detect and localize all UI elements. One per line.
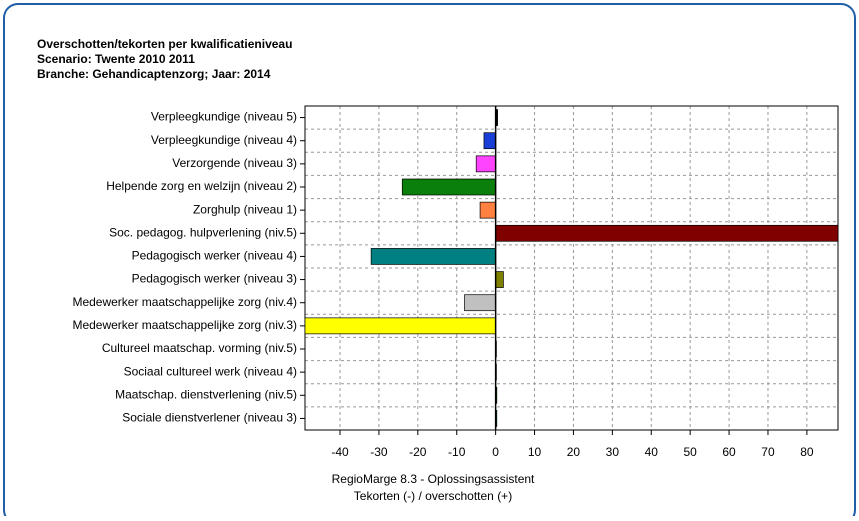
- x-axis-label: RegioMarge 8.3 - Oplossingsassistent: [332, 472, 535, 486]
- title-line: Scenario: Twente 2010 2011: [37, 52, 195, 66]
- bar: [304, 317, 496, 335]
- x-tick-label: 0: [492, 445, 499, 459]
- y-tick-label: Verpleegkundige (niveau 5): [151, 110, 297, 124]
- y-tick-label: Medewerker maatschappelijke zorg (niv.3): [72, 318, 297, 332]
- x-axis-label: Tekorten (-) / overschotten (+): [354, 489, 512, 503]
- x-tick-label: 60: [722, 445, 736, 459]
- y-tick-label: Pedagogisch werker (niveau 4): [132, 249, 297, 263]
- x-tick-label: 50: [683, 445, 697, 459]
- y-tick-label: Verpleegkundige (niveau 4): [151, 133, 297, 147]
- y-tick-label: Helpende zorg en welzijn (niveau 2): [106, 179, 297, 193]
- x-tick-label: -20: [409, 445, 427, 459]
- y-tick-label: Maatschap. dienstverlening (niv.5): [115, 387, 297, 401]
- plot-frame: [304, 105, 839, 431]
- x-tick-label: -30: [370, 445, 388, 459]
- bar: [401, 178, 496, 196]
- bar: [495, 224, 839, 242]
- x-tick-label: 30: [606, 445, 620, 459]
- bar: [479, 201, 496, 219]
- bar: [495, 271, 504, 288]
- x-tick-label: -10: [448, 445, 466, 459]
- x-tick-label: 10: [528, 445, 542, 459]
- bar: [370, 248, 496, 265]
- title-line: Overschotten/tekorten per kwalificatieni…: [37, 37, 292, 51]
- bar: [475, 155, 496, 173]
- x-tick-label: 40: [645, 445, 659, 459]
- x-tick-label: 70: [761, 445, 775, 459]
- y-tick-label: Medewerker maatschappelijke zorg (niv.4): [72, 295, 297, 309]
- y-tick-label: Cultureel maatschap. vorming (niv.5): [102, 341, 297, 355]
- y-tick-label: Verzorgende (niveau 3): [172, 156, 297, 170]
- x-tick-label: 80: [800, 445, 814, 459]
- y-tick-label: Soc. pedagog. hulpverlening (niv.5): [109, 225, 297, 239]
- y-tick-label: Zorghulp (niveau 1): [193, 202, 297, 216]
- x-tick-label: -40: [331, 445, 349, 459]
- bar: [464, 294, 496, 312]
- bar: [483, 132, 496, 150]
- y-tick-label: Pedagogisch werker (niveau 3): [132, 272, 297, 286]
- y-tick-label: Sociaal cultureel werk (niveau 4): [124, 364, 297, 378]
- title-line: Branche: Gehandicaptenzorg; Jaar: 2014: [37, 67, 271, 81]
- x-tick-label: 20: [567, 445, 581, 459]
- y-tick-label: Sociale dienstverlener (niveau 3): [122, 411, 297, 425]
